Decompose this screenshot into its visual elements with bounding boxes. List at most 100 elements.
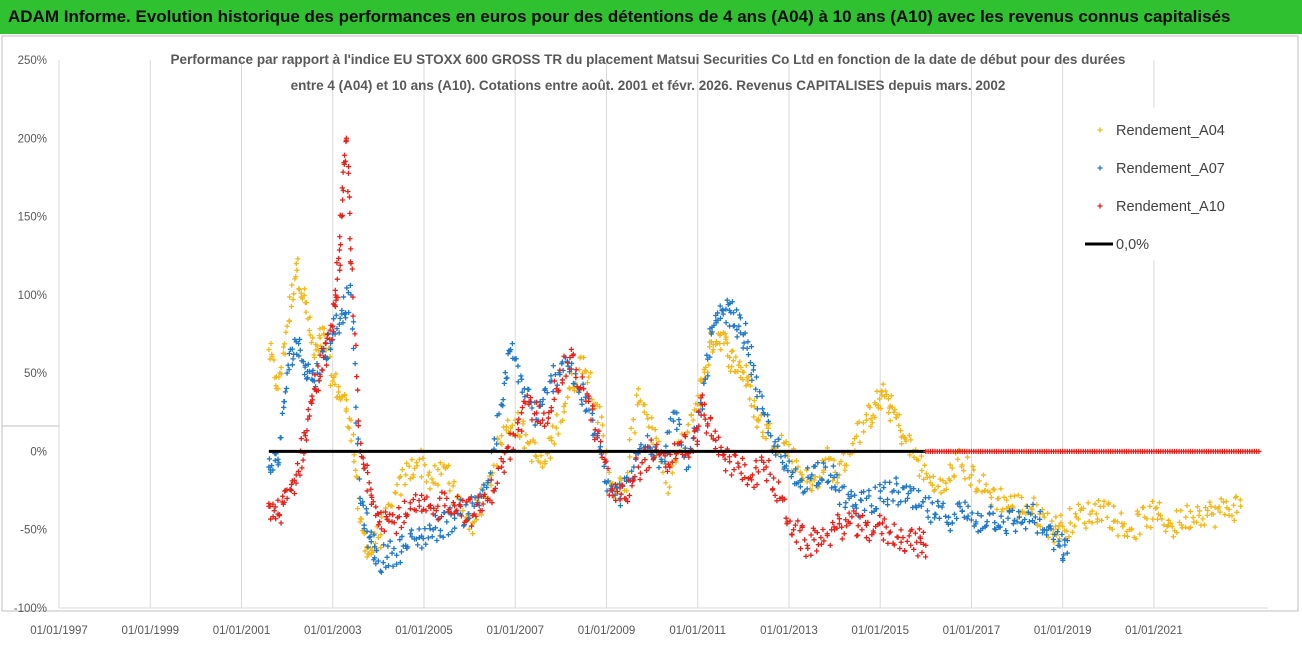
data-point (699, 406, 706, 412)
data-point (812, 473, 818, 480)
data-point (962, 499, 968, 505)
data-point (495, 465, 501, 471)
data-point (551, 441, 558, 447)
data-point (893, 475, 899, 481)
data-point (1037, 523, 1043, 529)
data-point (959, 462, 965, 468)
data-point (413, 508, 419, 514)
data-point (284, 323, 290, 329)
data-point (1159, 516, 1165, 522)
data-point (413, 492, 419, 498)
data-point (1093, 511, 1099, 517)
data-point (748, 344, 755, 350)
data-point (971, 467, 977, 473)
data-point (352, 360, 358, 367)
data-point (328, 346, 334, 352)
data-point (993, 526, 999, 533)
data-point (392, 489, 398, 496)
data-point (1064, 538, 1070, 544)
data-point (1069, 529, 1076, 535)
data-point (1183, 514, 1189, 520)
data-point (466, 511, 472, 517)
data-point (586, 374, 592, 380)
data-point (1067, 506, 1073, 512)
y-tick-label: 150% (18, 212, 47, 224)
data-point (364, 510, 370, 516)
data-point (633, 392, 640, 398)
data-point (317, 335, 323, 341)
data-point (555, 431, 561, 437)
data-point (765, 412, 771, 418)
data-point (355, 505, 361, 512)
data-point (610, 486, 616, 492)
data-point (494, 463, 500, 469)
data-point (353, 404, 359, 410)
data-point (1047, 523, 1053, 529)
data-point (515, 427, 521, 433)
data-point (975, 487, 981, 494)
data-point (1059, 531, 1065, 538)
data-point (666, 484, 673, 490)
data-point (382, 509, 389, 515)
data-point (802, 489, 808, 495)
data-point (805, 474, 811, 480)
data-point (790, 469, 796, 476)
data-point (799, 477, 805, 483)
data-point (339, 213, 345, 220)
data-point (433, 508, 439, 514)
data-point (706, 344, 713, 350)
data-point (961, 514, 967, 520)
data-point (618, 477, 624, 483)
data-point (907, 452, 913, 458)
data-point (378, 569, 385, 575)
data-point (903, 483, 909, 489)
data-point (877, 488, 884, 494)
data-point (975, 529, 981, 535)
data-point (480, 487, 486, 493)
data-point (765, 425, 771, 431)
data-point (350, 431, 357, 438)
data-point (1051, 539, 1057, 545)
x-tick-label: 01/01/2005 (395, 625, 453, 637)
data-point (385, 563, 392, 569)
data-point (288, 303, 295, 310)
data-point (416, 503, 423, 509)
data-point (519, 389, 525, 395)
data-point (450, 499, 456, 506)
data-point (562, 400, 568, 407)
data-point (653, 435, 659, 441)
data-point (674, 426, 680, 432)
data-point (736, 464, 742, 470)
data-point (306, 327, 312, 334)
data-point (968, 472, 975, 478)
data-point (557, 371, 563, 378)
data-point (1053, 514, 1059, 520)
data-point (586, 393, 592, 399)
data-point (861, 429, 867, 435)
data-point (418, 474, 425, 480)
data-point (333, 297, 339, 303)
flat-red-segment (923, 448, 1262, 455)
data-point (665, 490, 671, 496)
data-point (647, 445, 653, 451)
data-point (348, 438, 354, 444)
data-point (1150, 516, 1156, 522)
y-tick-label: 50% (24, 368, 47, 380)
data-point (1205, 507, 1211, 514)
data-point (518, 410, 525, 416)
data-point (1067, 520, 1073, 526)
data-point (321, 325, 327, 332)
y-tick-label: 100% (18, 290, 47, 302)
data-point (737, 359, 743, 365)
data-point (526, 386, 532, 393)
data-point (625, 469, 631, 476)
data-point (929, 482, 936, 488)
data-point (1089, 508, 1095, 514)
data-point (628, 425, 634, 431)
data-point (868, 423, 874, 430)
data-point (529, 458, 535, 465)
data-point (907, 484, 913, 490)
data-point (580, 381, 586, 387)
data-point (898, 441, 905, 447)
data-point (915, 553, 921, 559)
